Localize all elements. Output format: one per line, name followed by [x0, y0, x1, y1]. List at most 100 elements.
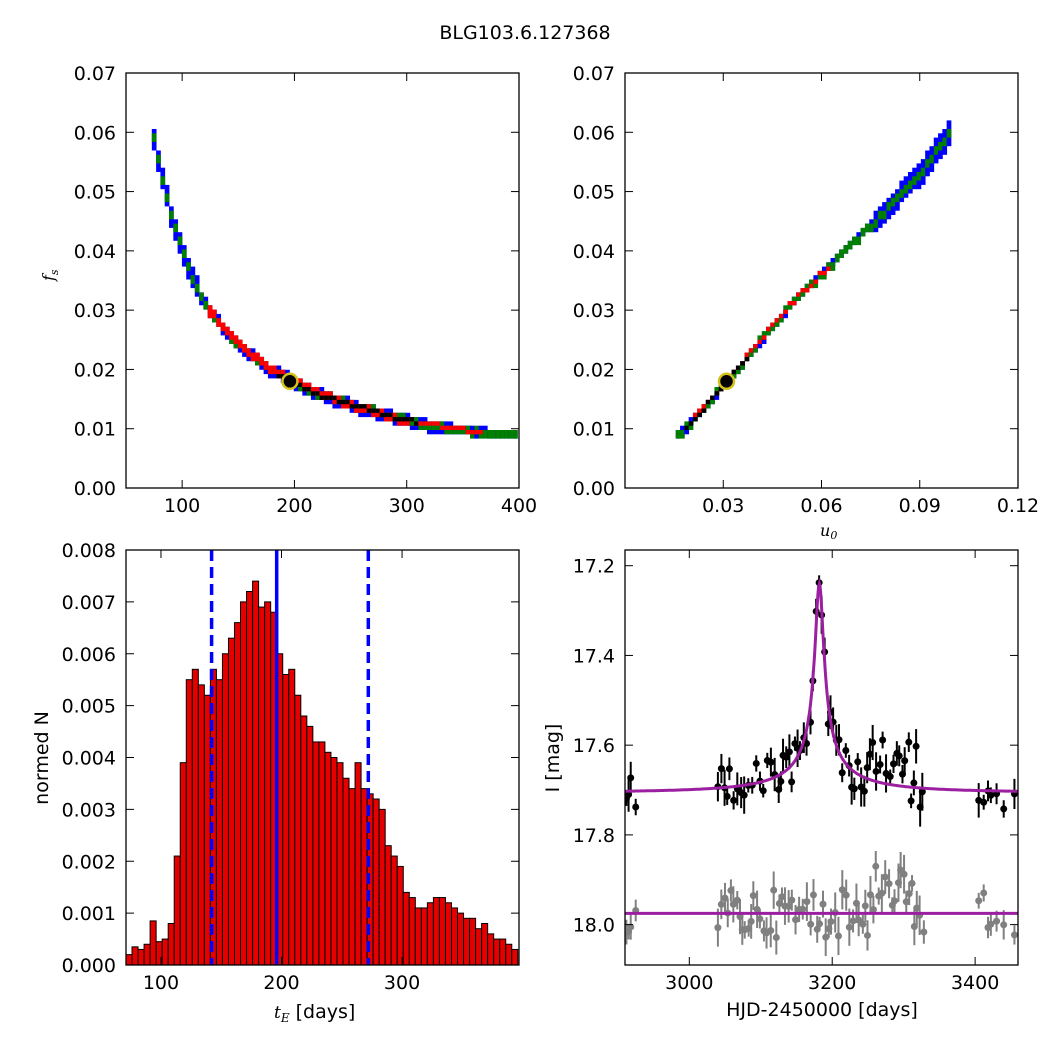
histogram-bar [240, 601, 248, 966]
contour-cell-red [237, 339, 243, 349]
contour-cell-green [821, 270, 827, 280]
photometry-point [842, 746, 850, 754]
contour-cell-green [495, 430, 501, 439]
contour-cell-red [255, 352, 260, 362]
histogram-bar [203, 694, 211, 966]
contour-cell-green [169, 210, 174, 220]
offset-series-point [863, 931, 871, 939]
figure-title: BLG103.6.127368 [439, 22, 611, 44]
panel-4-ytick-label: 17.4 [573, 645, 615, 667]
histogram-bar [185, 679, 193, 966]
photometry-point [869, 739, 877, 747]
contour-cell-green [418, 421, 424, 430]
photometry-point [740, 791, 748, 799]
panel-3-ytick-label: 0.000 [62, 955, 116, 977]
contour-cell-black [306, 387, 312, 392]
panel-1-xtick-label: 300 [389, 495, 425, 517]
contour-cell-black [744, 356, 750, 362]
contour-cell-green [826, 262, 831, 271]
histogram-bar [137, 948, 145, 966]
contour-cell-green [882, 210, 887, 220]
offset-series-point [788, 896, 796, 904]
photometry-point [632, 803, 640, 811]
offset-series-point [920, 928, 928, 936]
contour-cell-red [766, 326, 771, 332]
contour-cell-green [912, 176, 917, 185]
contour-cell-green [860, 227, 866, 237]
contour-cell-black [405, 417, 411, 422]
contour-cell-green [680, 430, 685, 439]
contour-cell-black [392, 417, 398, 422]
contour-cell-red [431, 421, 437, 426]
photometry-point [627, 774, 635, 782]
panel-1-ylabel-subscript: s [48, 269, 61, 275]
contour-cell-black [349, 404, 355, 409]
histogram-bar [324, 751, 332, 966]
photometry-point [782, 753, 790, 761]
histogram-bar [414, 907, 422, 966]
contour-cell-green [396, 412, 402, 422]
contour-cell-red [478, 430, 484, 435]
panel-2-ytick-label: 0.04 [573, 241, 615, 263]
contour-cell-black [366, 408, 372, 413]
offset-series-point [819, 900, 827, 908]
photometry-point [725, 765, 733, 773]
contour-cell-red [791, 301, 797, 306]
contour-cell-blue [783, 309, 788, 319]
contour-cell-red [444, 425, 449, 430]
histogram-bar [318, 741, 326, 966]
photometry-point [987, 791, 995, 799]
contour-cell-red [263, 361, 269, 370]
panel-4-data [625, 575, 1018, 956]
photometry-point [788, 778, 796, 786]
contour-cell-black [688, 421, 694, 426]
panel-2-xtick-label: 0.09 [899, 495, 941, 517]
photometry-point [850, 785, 858, 793]
contour-cell-red [770, 322, 776, 327]
contour-cell-green [834, 253, 840, 263]
contour-cell-red [220, 322, 226, 332]
offset-series-point [845, 923, 853, 931]
contour-cell-green [186, 262, 191, 271]
contour-cell-black [375, 408, 381, 413]
histogram-bar [469, 917, 477, 966]
contour-cell-black [379, 412, 385, 418]
contour-cell-red [328, 391, 333, 400]
offset-series-point [849, 917, 857, 925]
panel-3-ytick-label: 0.005 [62, 696, 116, 718]
contour-cell-black [388, 412, 394, 418]
contour-cell-red [697, 408, 702, 413]
histogram-bar [360, 788, 368, 966]
contour-cell-red [319, 391, 325, 400]
panel-3-ytick-label: 0.008 [62, 540, 116, 562]
contour-cell-black [684, 425, 690, 430]
contour-cell-green [847, 240, 853, 250]
panel-3-xlabel-subscript: E [280, 1011, 290, 1025]
contour-cell-red [761, 335, 767, 340]
panel-3-ytick-label: 0.002 [62, 851, 116, 873]
contour-cell-green [504, 430, 510, 439]
contour-cell-green [194, 283, 200, 293]
contour-cell-black [345, 399, 351, 405]
histogram-bar [444, 902, 452, 966]
contour-cell-green [151, 133, 157, 142]
photometry-point [835, 736, 843, 744]
contour-cell-red [800, 288, 806, 293]
panel-3-ytick-label: 0.003 [62, 799, 116, 821]
model-curve [625, 577, 1018, 793]
histogram-bars [125, 580, 519, 966]
panel-2-xlabel: u0 [820, 521, 837, 542]
contour-cell-green [783, 305, 788, 314]
histogram-bar [197, 684, 205, 966]
contour-cell-green [890, 197, 896, 207]
offset-series-point [799, 905, 807, 913]
histogram-bar [336, 762, 344, 966]
contour-cell-black [319, 395, 325, 400]
contour-cell-red [216, 318, 222, 327]
panel-1-ylabel: fs [39, 269, 61, 282]
contour-cell-black [332, 395, 338, 400]
histogram-bar [167, 923, 175, 966]
histogram-bar [408, 897, 416, 966]
contour-cell-black [353, 404, 359, 409]
photometry-point [895, 752, 903, 760]
